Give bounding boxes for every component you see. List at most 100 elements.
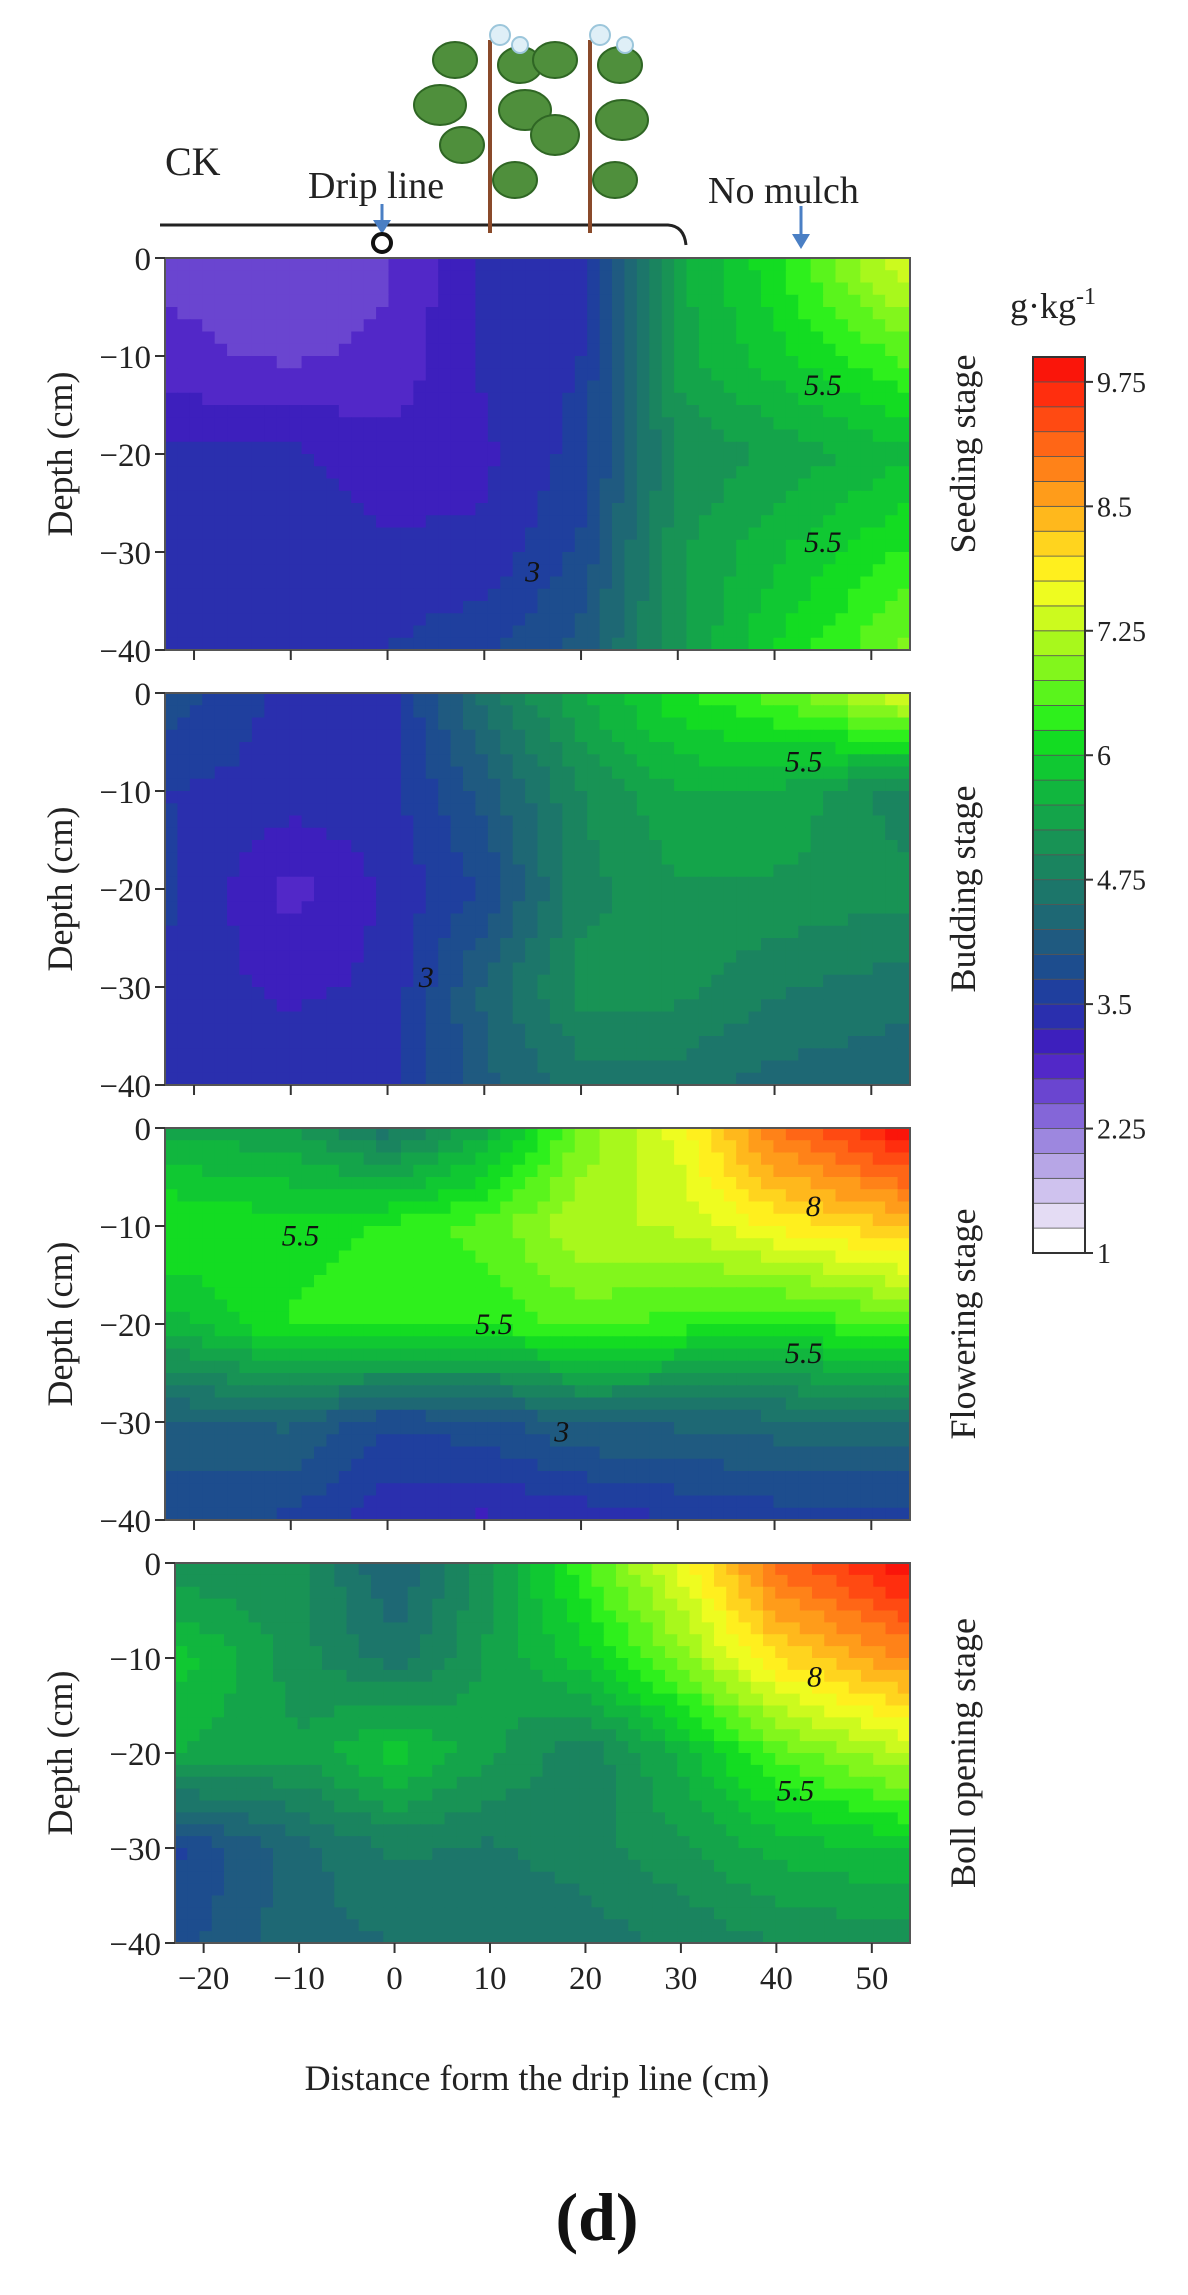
heatmap-cell — [314, 417, 328, 431]
heatmap-cell — [686, 754, 700, 768]
heatmap-cell — [326, 840, 340, 853]
heatmap-cell — [549, 1324, 563, 1337]
heatmap-cell — [748, 343, 762, 357]
heatmap-cell — [276, 478, 290, 492]
heatmap-cell — [512, 1226, 526, 1239]
heatmap-cell — [338, 258, 352, 271]
heatmap-cell — [661, 1036, 675, 1049]
heatmap-cell — [487, 815, 501, 829]
heatmap-cell — [736, 1324, 750, 1337]
heatmap-cell — [239, 564, 253, 578]
heatmap-cell — [885, 1152, 899, 1166]
heatmap-cell — [376, 343, 390, 357]
heatmap-cell — [251, 1238, 265, 1252]
heatmap-cell — [326, 294, 340, 308]
heatmap-cell — [177, 417, 191, 431]
heatmap-cell — [438, 766, 452, 780]
heatmap-cell — [314, 1287, 328, 1301]
heatmap-cell — [674, 503, 688, 516]
heatmap-cell — [301, 1324, 315, 1337]
heatmap-cell — [413, 1036, 427, 1049]
heatmap-cell — [512, 705, 526, 719]
heatmap-cell — [860, 962, 874, 976]
heatmap-cell — [599, 827, 613, 841]
heatmap-cell — [189, 552, 203, 565]
heatmap-cell — [251, 742, 265, 755]
heatmap-cell — [202, 766, 216, 780]
heatmap-cell — [636, 778, 650, 792]
heatmap-cell — [202, 1060, 216, 1074]
heatmap-cell — [388, 1164, 402, 1178]
heatmap-cell — [711, 368, 725, 382]
heatmap-cell — [227, 803, 241, 817]
heatmap-cell — [823, 1299, 837, 1313]
heatmap-cell — [388, 1262, 402, 1276]
heatmap-cell — [773, 1140, 787, 1154]
heatmap-cell — [400, 1011, 414, 1025]
heatmap-cell — [289, 576, 303, 590]
heatmap-cell — [698, 1250, 712, 1264]
heatmap-cell — [475, 478, 489, 492]
heatmap-cell — [761, 766, 775, 780]
heatmap-cell — [698, 637, 712, 651]
heatmap-cell — [773, 576, 787, 590]
heatmap-cell — [487, 503, 501, 516]
heatmap-cell — [214, 503, 228, 516]
heatmap-cell — [202, 950, 216, 964]
heatmap-cell — [475, 466, 489, 480]
heatmap-cell — [264, 1213, 278, 1227]
heatmap-cell — [475, 852, 489, 866]
heatmap-cell — [624, 1152, 638, 1166]
heatmap-cell — [872, 1036, 886, 1049]
heatmap-cell — [301, 1250, 315, 1264]
heatmap-cell — [798, 270, 812, 284]
heatmap-cell — [425, 1275, 439, 1288]
heatmap-cell — [338, 356, 352, 369]
heatmap-cell — [376, 478, 390, 492]
heatmap-cell — [289, 864, 303, 878]
heatmap-cell — [338, 392, 352, 406]
heatmap-cell — [649, 852, 663, 866]
heatmap-cell — [537, 864, 551, 878]
heatmap-cell — [338, 1164, 352, 1178]
heatmap-cell — [748, 742, 762, 755]
heatmap-cell — [649, 1262, 663, 1276]
heatmap-cell — [798, 527, 812, 541]
heatmap-cell — [711, 1140, 725, 1154]
heatmap-cell — [711, 791, 725, 804]
heatmap-cell — [338, 282, 352, 296]
heatmap-cell — [860, 343, 874, 357]
heatmap-cell — [512, 1201, 526, 1215]
heatmap-cell — [425, 791, 439, 804]
heatmap-cell — [400, 1238, 414, 1252]
heatmap-cell — [897, 405, 911, 418]
heatmap-cell — [587, 392, 601, 406]
heatmap-cell — [165, 742, 179, 755]
heatmap-cell — [723, 1177, 737, 1190]
heatmap-cell — [587, 729, 601, 743]
heatmap-cell — [289, 827, 303, 841]
heatmap-cell — [276, 331, 290, 345]
heatmap-cell — [326, 282, 340, 296]
heatmap-cell — [661, 925, 675, 939]
heatmap-cell — [413, 625, 427, 639]
heatmap-cell — [177, 974, 191, 988]
heatmap-cell — [413, 815, 427, 829]
heatmap-cell — [376, 1250, 390, 1264]
heatmap-cell — [463, 380, 477, 394]
heatmap-cell — [860, 258, 874, 271]
heatmap-cell — [835, 876, 849, 890]
heatmap-cell — [487, 766, 501, 780]
heatmap-cell — [450, 319, 464, 333]
heatmap-cell — [661, 1250, 675, 1264]
heatmap-cell — [214, 356, 228, 369]
heatmap-cell — [202, 1177, 216, 1190]
heatmap-cell — [239, 1213, 253, 1227]
heatmap-cell — [537, 1201, 551, 1215]
heatmap-cell — [847, 778, 861, 792]
heatmap-cell — [711, 1311, 725, 1325]
heatmap-cell — [276, 282, 290, 296]
heatmap-cell — [202, 962, 216, 976]
heatmap-cell — [698, 766, 712, 780]
heatmap-cell — [177, 613, 191, 627]
